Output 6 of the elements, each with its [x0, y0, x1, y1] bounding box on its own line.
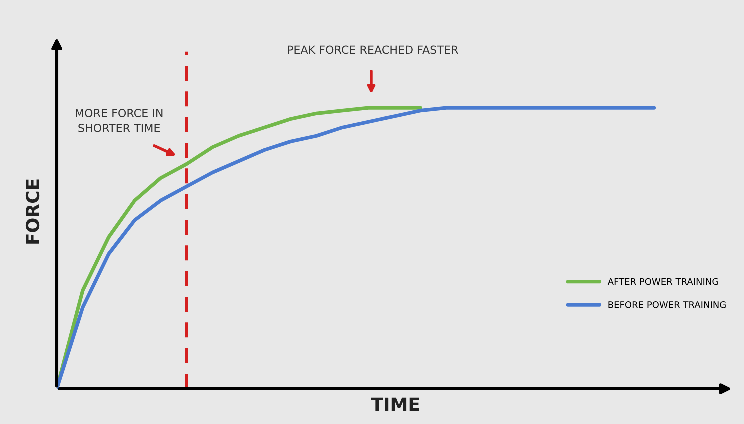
- text: PEAK FORCE REACHED FASTER: [288, 46, 458, 54]
- annotation: MORE FORCE IN SHORTER TIME: [76, 109, 163, 132]
- x-axis-title: TIME: [371, 398, 420, 412]
- legend-label: AFTER POWER TRAINING: [608, 278, 718, 286]
- legend-label: BEFORE POWER TRAINING: [608, 302, 726, 308]
- y-axis-title: FORCE: [26, 180, 40, 244]
